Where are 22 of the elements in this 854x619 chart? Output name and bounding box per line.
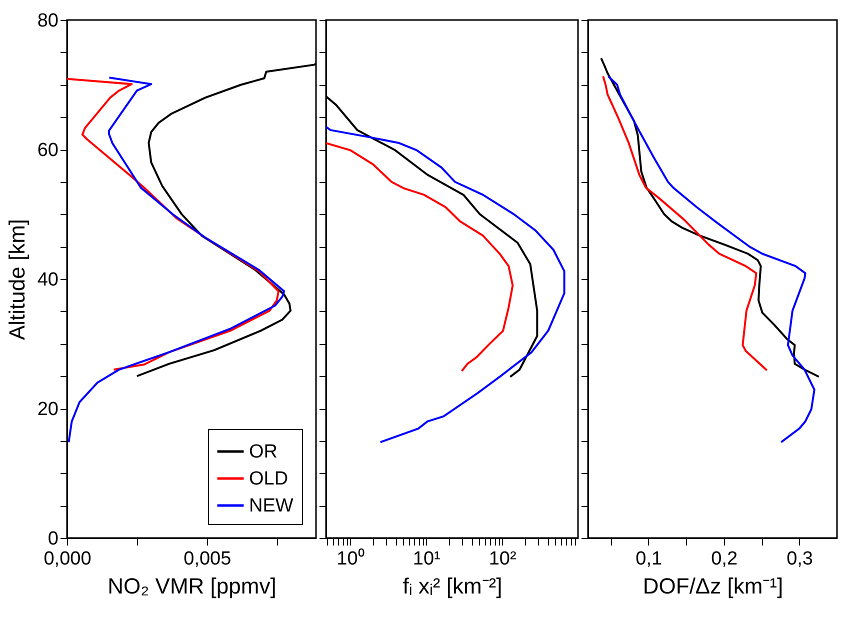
y-tick-label: 20 bbox=[37, 399, 58, 420]
x-tick-label: 0,000 bbox=[44, 548, 92, 570]
x-axis-title: NO₂ VMR [ppmv] bbox=[108, 574, 276, 598]
x-tick-label: 10² bbox=[488, 548, 516, 570]
x-tick-label: 0,3 bbox=[786, 548, 813, 570]
x-tick-label: 10¹ bbox=[412, 548, 440, 570]
x-tick-label: 0,005 bbox=[184, 548, 232, 570]
line-series bbox=[67, 78, 280, 371]
x-axis-title: DOF/Δz [km⁻¹] bbox=[642, 574, 784, 598]
x-tick-label: 0,2 bbox=[711, 548, 738, 570]
x-tick-label: 10⁰ bbox=[336, 548, 365, 570]
y-tick-label: 60 bbox=[37, 140, 58, 161]
legend-label: NEW bbox=[249, 496, 294, 516]
y-tick-label: 80 bbox=[37, 10, 58, 32]
legend-label: OR bbox=[249, 442, 278, 462]
y-tick-label: 40 bbox=[37, 270, 58, 290]
y-axis-title: Altitude [km] bbox=[4, 218, 30, 340]
line-series bbox=[68, 76, 286, 444]
y-tick-label: 0 bbox=[48, 528, 58, 550]
legend-label: OLD bbox=[249, 468, 288, 490]
x-tick-label: 0,1 bbox=[636, 548, 662, 570]
x-axis-title: fᵢ xᵢ² [km⁻²] bbox=[402, 574, 502, 598]
